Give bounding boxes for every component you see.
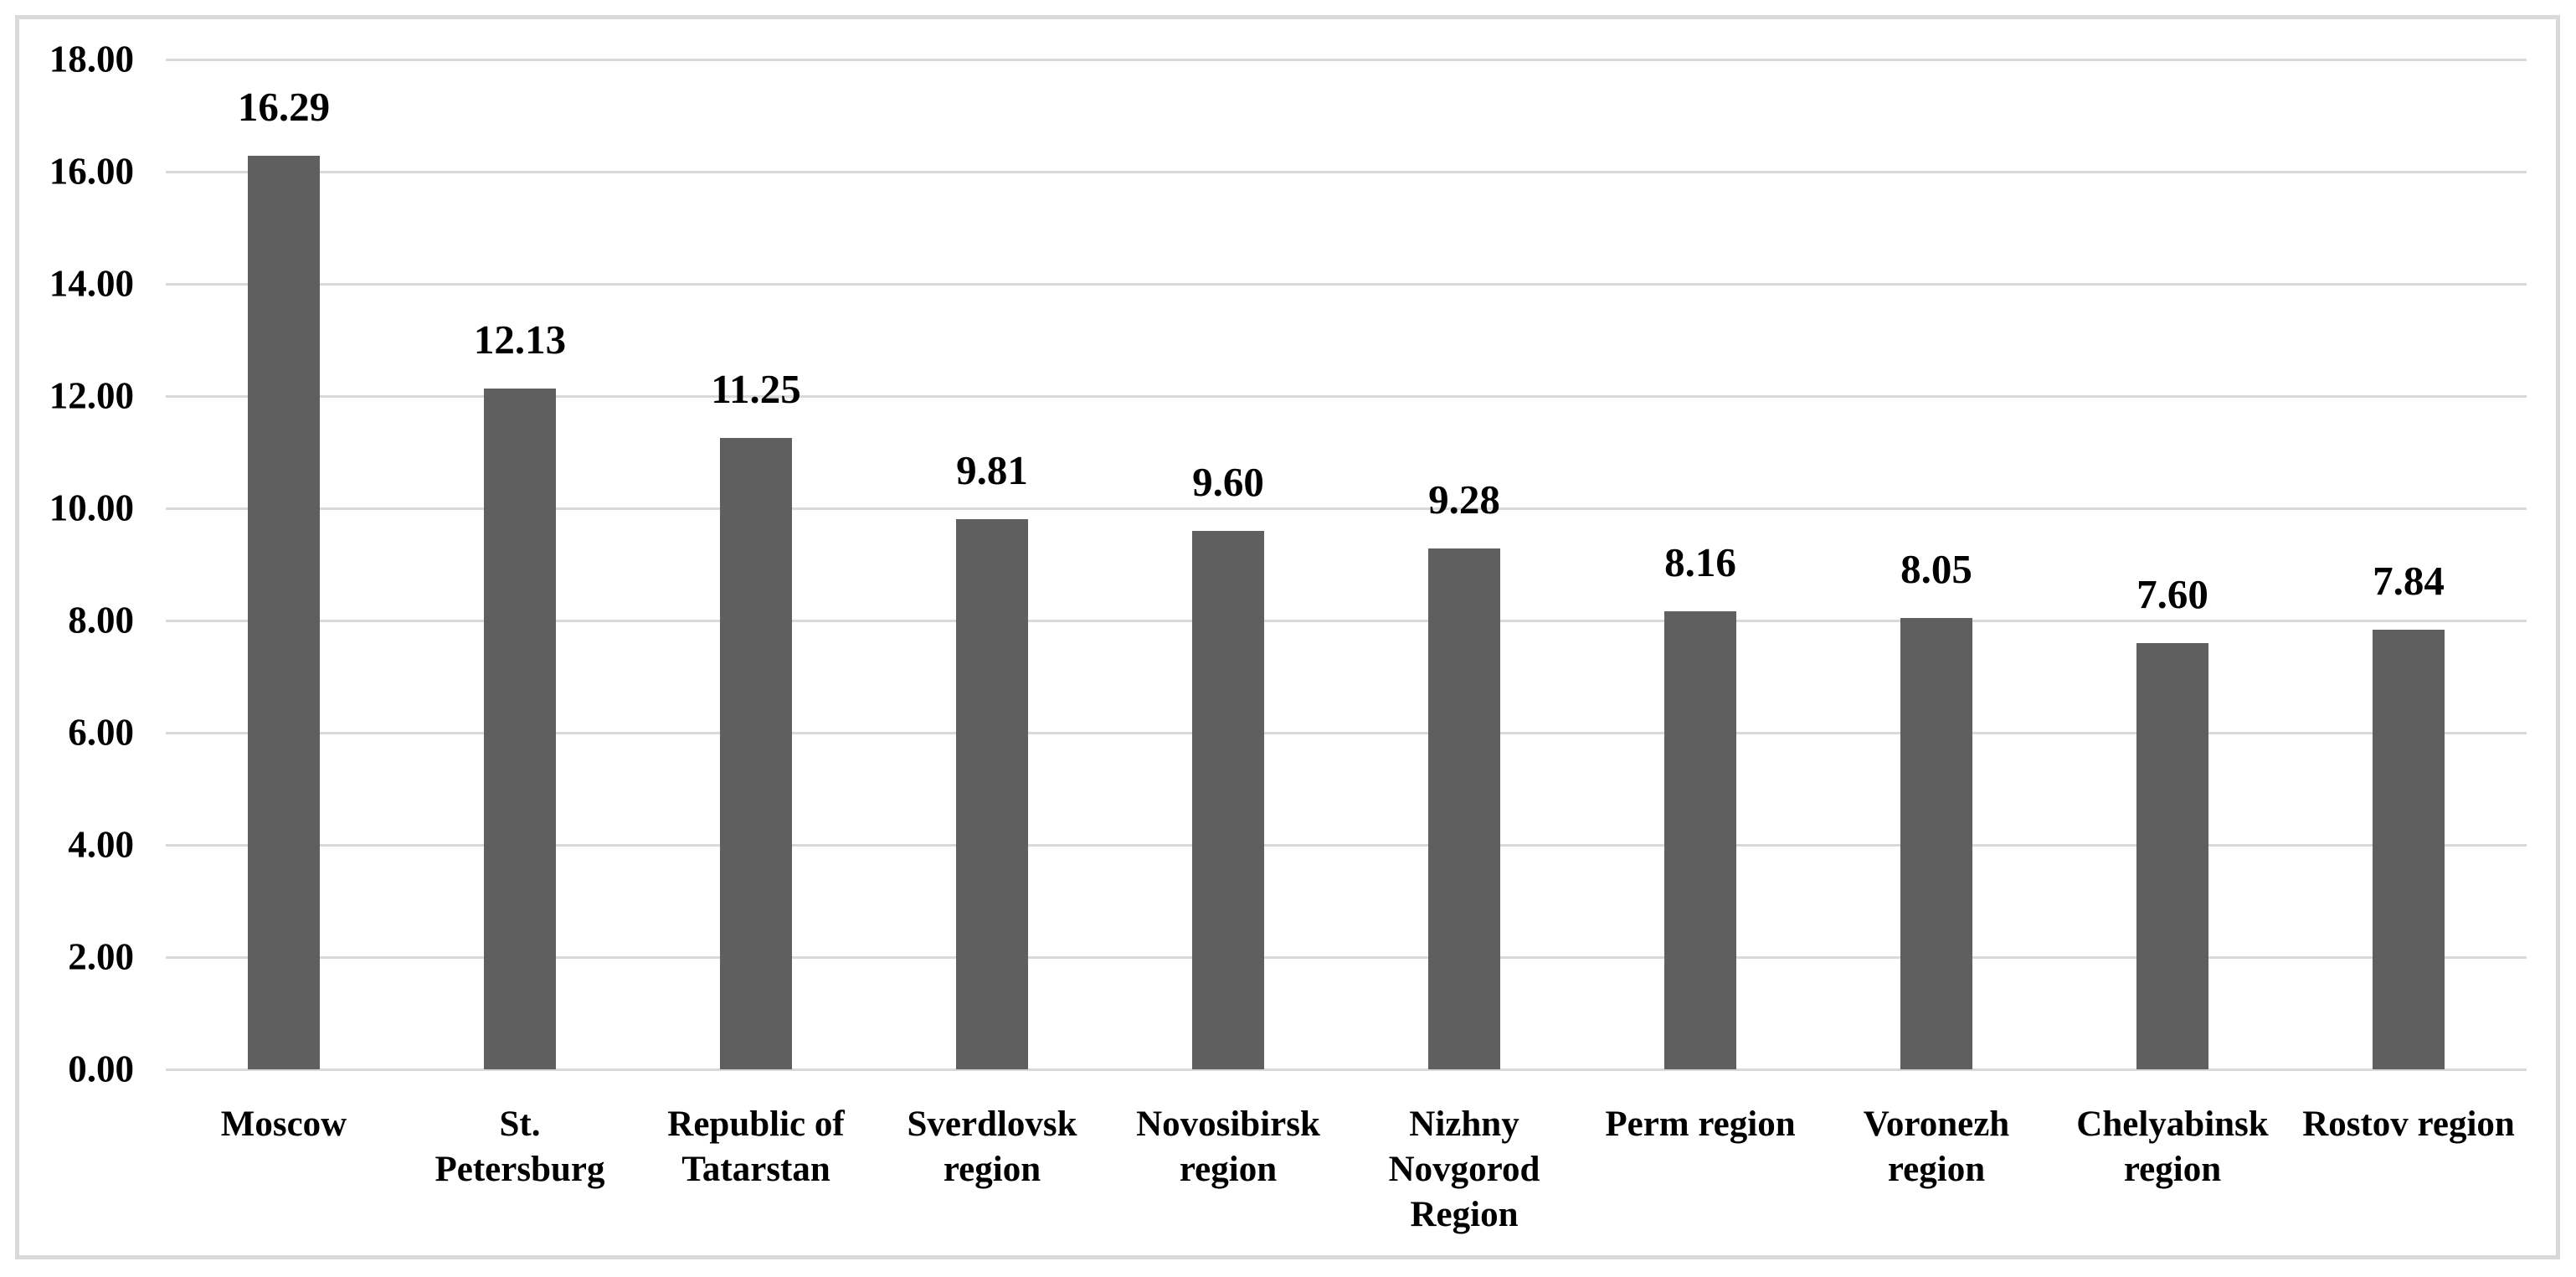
bar-value-label: 7.84 xyxy=(2373,557,2445,604)
y-tick-label: 14.00 xyxy=(49,262,134,305)
bar-slot: 8.05 xyxy=(1818,59,2054,1069)
x-category-label: Novosibirsk region xyxy=(1136,1105,1320,1190)
bar-slot: 7.84 xyxy=(2291,59,2527,1069)
x-category-label: Nizhny Novgorod Region xyxy=(1388,1105,1540,1235)
bar-slot: 9.81 xyxy=(874,59,1110,1069)
bar xyxy=(248,155,320,1069)
y-tick-label: 4.00 xyxy=(68,823,134,866)
bar xyxy=(1664,611,1736,1069)
y-axis-tick-labels: 0.00 2.00 4.00 6.00 8.00 10.00 12.00 14.00 16.00… xyxy=(0,40,134,1088)
gridline xyxy=(166,843,2527,847)
gridline xyxy=(166,619,2527,622)
x-axis-category-labels: Moscow St. Petersburg Republic of Tatarsta… xyxy=(166,1102,2527,1238)
x-category-label: St. Petersburg xyxy=(434,1105,605,1190)
gridline xyxy=(166,507,2527,510)
bar-value-label: 9.60 xyxy=(1192,458,1264,505)
bar-slot: 8.16 xyxy=(1582,59,1818,1069)
chart-frame xyxy=(15,15,2560,1259)
bar-value-label: 9.28 xyxy=(1428,476,1500,523)
bar xyxy=(484,389,556,1069)
bar-value-label: 7.60 xyxy=(2136,570,2208,617)
bars-row: 16.29 12.13 11.25 9.81 9.60 9.28 8.16 8.05 7.60 7… xyxy=(166,59,2527,1069)
gridline xyxy=(166,58,2527,61)
bar xyxy=(1428,548,1500,1069)
x-category-label: Rostov region xyxy=(2302,1105,2515,1144)
gridline xyxy=(166,955,2527,959)
x-category-label: Perm region xyxy=(1605,1105,1796,1144)
bar-slot: 12.13 xyxy=(402,59,638,1069)
bar xyxy=(720,438,792,1069)
bar-slot: 11.25 xyxy=(638,59,874,1069)
bar-value-label: 9.81 xyxy=(956,446,1028,493)
bar xyxy=(956,518,1028,1069)
y-tick-label: 6.00 xyxy=(68,711,134,754)
bar-slot: 9.60 xyxy=(1110,59,1346,1069)
y-tick-label: 2.00 xyxy=(68,935,134,978)
bar-value-label: 12.13 xyxy=(473,317,567,363)
gridline xyxy=(166,170,2527,173)
y-tick-label: 18.00 xyxy=(49,38,134,80)
gridline xyxy=(166,394,2527,398)
bar-slot: 16.29 xyxy=(166,59,402,1069)
gridline xyxy=(166,282,2527,286)
y-tick-label: 12.00 xyxy=(49,374,134,417)
bar xyxy=(2136,642,2208,1069)
x-category-label: Chelyabinsk region xyxy=(2076,1105,2269,1190)
bar xyxy=(2373,629,2445,1069)
bar xyxy=(1900,617,1972,1069)
bar-slot: 9.28 xyxy=(1346,59,1582,1069)
y-tick-label: 10.00 xyxy=(49,487,134,529)
y-tick-label: 16.00 xyxy=(49,150,134,193)
y-tick-label: 8.00 xyxy=(68,599,134,641)
plot-area: 16.29 12.13 11.25 9.81 9.60 9.28 8.16 8.05 7.60 7… xyxy=(166,58,2527,1071)
bar-slot: 7.60 xyxy=(2054,59,2291,1069)
y-tick-label: 0.00 xyxy=(68,1048,134,1090)
x-category-label: Sverdlovsk region xyxy=(907,1105,1077,1190)
gridline xyxy=(166,731,2527,734)
gridline xyxy=(166,1068,2527,1071)
x-category-label: Voronezh region xyxy=(1863,1105,2010,1190)
x-category-label: Republic of Tatarstan xyxy=(667,1105,845,1190)
bar-value-label: 8.16 xyxy=(1664,539,1736,586)
bar-value-label: 8.05 xyxy=(1900,545,1972,592)
x-category-label: Moscow xyxy=(220,1105,347,1144)
bar-value-label: 11.25 xyxy=(711,366,801,413)
bar xyxy=(1192,530,1264,1069)
bar-value-label: 16.29 xyxy=(237,83,331,130)
